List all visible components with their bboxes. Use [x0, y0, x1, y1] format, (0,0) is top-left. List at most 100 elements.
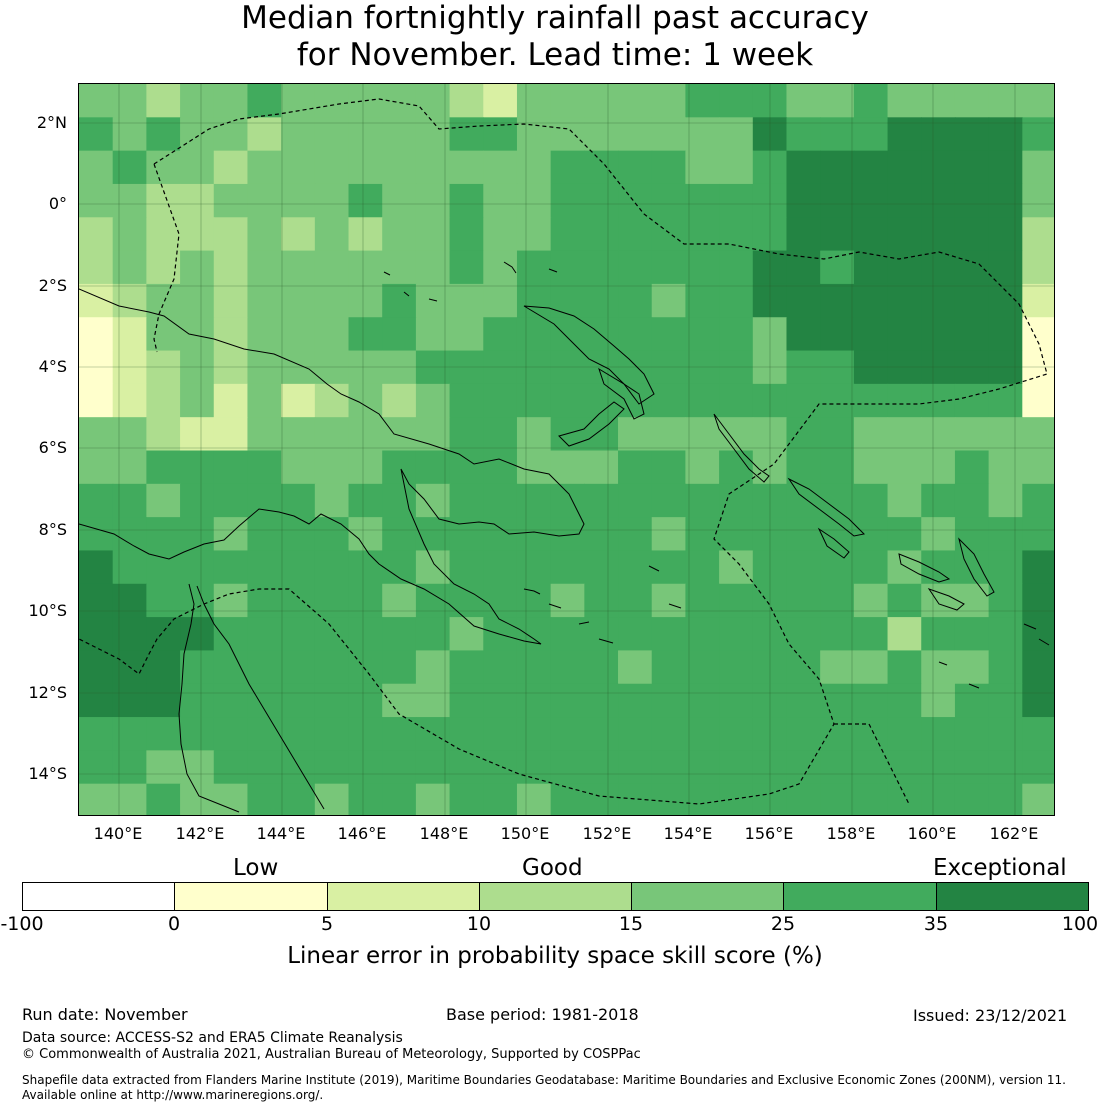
grid-cell [550, 450, 585, 485]
grid-cell [146, 717, 181, 751]
grid-cell [921, 183, 956, 218]
grid-cell [112, 483, 147, 518]
grid-cell [820, 550, 855, 585]
grid-cell [954, 250, 990, 285]
grid-cell [79, 183, 114, 218]
grid-cell [180, 517, 215, 552]
grid-cell [988, 483, 1023, 518]
grid-cell [180, 317, 215, 352]
grid-cell [516, 550, 552, 585]
grid-cell [382, 283, 417, 318]
grid-cell [651, 750, 687, 785]
bougainville-coastline [713, 413, 770, 483]
grid-cell [79, 750, 114, 785]
grid-cell [146, 417, 181, 452]
grid-cell [719, 183, 754, 218]
grid-cell [281, 783, 316, 815]
grid-cell [786, 317, 821, 352]
grid-cell [112, 317, 147, 352]
grid-cell [79, 217, 114, 252]
grid-cell [651, 183, 687, 218]
grid-cell [954, 317, 990, 352]
grid-cell [382, 383, 417, 418]
grid-cell [415, 283, 451, 318]
grid-cell [146, 583, 181, 618]
grid-cell [887, 350, 922, 385]
grid-cell [921, 483, 956, 518]
grid-cell [348, 150, 383, 185]
grid-cell [550, 683, 585, 718]
grid-cell [79, 583, 114, 618]
grid-cell [415, 550, 451, 585]
grid-cell [685, 617, 720, 652]
grid-cell [483, 417, 518, 452]
grid-cell [281, 750, 316, 785]
grid-cell [786, 383, 821, 418]
grid-cell [1022, 84, 1054, 118]
grid-cell [786, 550, 821, 585]
grid-cell [483, 783, 518, 815]
grid-cell [550, 783, 585, 815]
grid-cell [719, 650, 754, 685]
grid-cell [921, 150, 956, 185]
grid-cell [314, 150, 350, 185]
grid-cell [382, 683, 417, 718]
grid-cell [247, 783, 282, 815]
grid-cell [786, 717, 821, 751]
grid-cell [314, 650, 350, 685]
grid-cell [786, 517, 821, 552]
grid-cell [685, 750, 720, 785]
grid-cell [415, 84, 451, 118]
grid-cell [685, 417, 720, 452]
grid-cell [348, 650, 383, 685]
grid-cell [281, 150, 316, 185]
category-exceptional: Exceptional [933, 855, 1067, 881]
grid-cell [921, 383, 956, 418]
grid-cell [483, 717, 518, 751]
grid-cell [314, 783, 350, 815]
grid-cell [112, 383, 147, 418]
grid-cell [112, 750, 147, 785]
grid-cell [786, 417, 821, 452]
grid-cell [247, 383, 282, 418]
grid-cell [921, 250, 956, 285]
grid-cell [651, 550, 687, 585]
grid-cell [685, 183, 720, 218]
grid-cell [820, 183, 855, 218]
grid-cell [449, 84, 484, 118]
grid-cell [584, 783, 619, 815]
lon-label-154e: 154°E [663, 824, 713, 843]
grid-cell [314, 283, 350, 318]
grid-cell [1022, 383, 1054, 418]
grid-cell [213, 750, 249, 785]
grid-cell [415, 450, 451, 485]
grid-cell [382, 317, 417, 352]
grid-cell [281, 717, 316, 751]
grid-cell [415, 783, 451, 815]
solomons-coastline-2 [817, 527, 850, 559]
grid-cell [954, 217, 990, 252]
grid-cell [112, 217, 147, 252]
category-low: Low [233, 855, 279, 881]
grid-cell [79, 417, 114, 452]
grid-cell [820, 750, 855, 785]
lon-label-140e: 140°E [93, 824, 143, 843]
lon-label-148e: 148°E [419, 824, 469, 843]
grid-cell [483, 650, 518, 685]
lon-label-156e: 156°E [744, 824, 794, 843]
grid-cell [180, 650, 215, 685]
grid-cell [618, 583, 653, 618]
grid-cell [247, 550, 282, 585]
grid-cell [516, 650, 552, 685]
grid-cell [988, 517, 1023, 552]
grid-cell [348, 717, 383, 751]
grid-cell [180, 450, 215, 485]
grid-cell [415, 317, 451, 352]
grid-cell [112, 617, 147, 652]
lon-label-158e: 158°E [826, 824, 876, 843]
grid-cell [382, 650, 417, 685]
grid-cell [213, 650, 249, 685]
grid-cell [112, 283, 147, 318]
grid-cell [887, 683, 922, 718]
grid-cell [79, 483, 114, 518]
